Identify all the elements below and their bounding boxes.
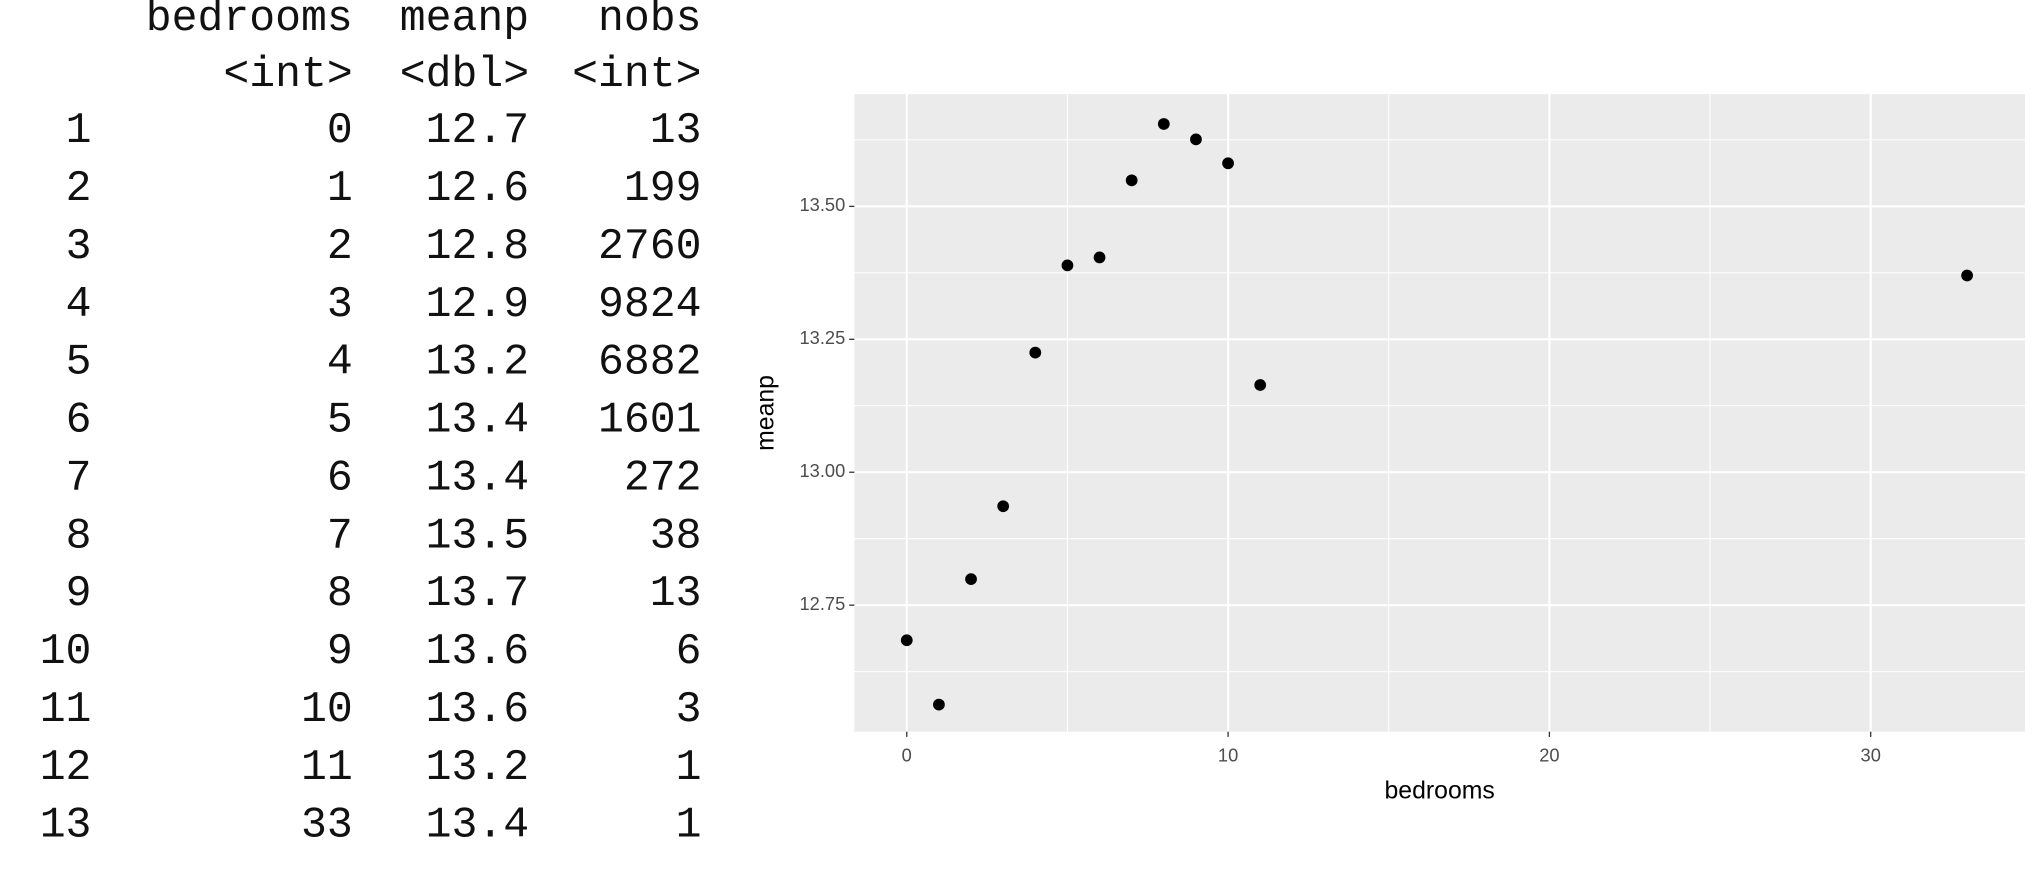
table-cell: 2760 xyxy=(598,222,701,271)
table-cell: 13.4 xyxy=(426,453,529,502)
y-tick-label: 13.00 xyxy=(800,460,846,481)
table-cell: 12.7 xyxy=(426,106,529,155)
table-cell: 12.6 xyxy=(426,164,529,213)
point xyxy=(1093,251,1106,264)
x-tick-label: 20 xyxy=(1539,744,1559,765)
table-cell: 13.4 xyxy=(426,396,529,445)
table-cell: 199 xyxy=(624,164,702,213)
row-number: 8 xyxy=(66,511,92,560)
table-cell: 13 xyxy=(650,106,702,155)
table-cell: 10 xyxy=(301,685,353,734)
x-tick-label: 30 xyxy=(1861,744,1881,765)
table-cell: 13.6 xyxy=(426,627,529,676)
table-cell: 13.2 xyxy=(426,338,529,387)
row-number: 9 xyxy=(66,569,92,618)
table-cell: 33 xyxy=(301,801,353,850)
table-cell: 6 xyxy=(327,453,353,502)
y-tick-label: 12.75 xyxy=(800,593,846,614)
table-cell: 7 xyxy=(327,511,353,560)
table-cell: 9824 xyxy=(598,280,701,329)
table-cell: 0 xyxy=(327,106,353,155)
table-cell: 13.4 xyxy=(426,801,529,850)
point xyxy=(1254,379,1267,391)
row-number: 2 xyxy=(66,164,92,213)
x-tick-label: 10 xyxy=(1218,744,1238,765)
row-number: 4 xyxy=(66,280,92,329)
table-cell: 11 xyxy=(301,743,353,792)
table-cell: 6 xyxy=(676,627,702,676)
point xyxy=(1125,174,1138,187)
row-number: 3 xyxy=(66,222,92,271)
table-cell: 13.5 xyxy=(426,511,529,560)
row-number: 7 xyxy=(66,453,92,502)
table-cell: 38 xyxy=(650,511,702,560)
point xyxy=(933,698,945,711)
column-type: <int> xyxy=(223,50,352,99)
row-number: 1 xyxy=(66,106,92,155)
column-header: nobs xyxy=(598,0,701,43)
point xyxy=(965,573,977,585)
table-cell: 3 xyxy=(676,685,702,734)
table-cell: 12.8 xyxy=(426,222,529,271)
column-type: <int> xyxy=(572,50,701,99)
column-header: meanp xyxy=(400,0,529,43)
x-axis-title: bedrooms xyxy=(1384,777,1494,804)
point xyxy=(997,500,1010,513)
table-cell: 4 xyxy=(327,338,353,387)
x-tick-label: 0 xyxy=(902,744,912,765)
row-number: 11 xyxy=(40,685,92,734)
table-cell: 13.2 xyxy=(426,743,529,792)
table-cell: 13 xyxy=(650,569,702,618)
table-cell: 13.7 xyxy=(426,569,529,618)
table-cell: 8 xyxy=(327,569,353,618)
plot-panel xyxy=(854,94,2025,732)
row-number: 6 xyxy=(66,396,92,445)
table-cell: 13.6 xyxy=(426,685,529,734)
point xyxy=(900,634,913,647)
table-cell: 272 xyxy=(624,453,702,502)
row-number: 13 xyxy=(40,801,92,850)
row-number: 5 xyxy=(66,338,92,387)
table-cell: 6882 xyxy=(598,338,701,387)
y-tick-label: 13.50 xyxy=(800,194,846,215)
point xyxy=(1029,346,1042,359)
table-cell: 1601 xyxy=(598,396,701,445)
point xyxy=(1961,269,1973,282)
point xyxy=(1190,133,1202,146)
table-cell: 1 xyxy=(327,164,353,213)
point xyxy=(1157,118,1170,130)
table-cell: 5 xyxy=(327,396,353,445)
table-cell: 1 xyxy=(676,743,702,792)
column-type: <dbl> xyxy=(400,50,529,99)
y-tick-label: 13.25 xyxy=(800,327,846,348)
column-header: bedrooms xyxy=(146,0,353,43)
table-cell: 9 xyxy=(327,627,353,676)
point xyxy=(1222,157,1234,170)
point xyxy=(1061,259,1074,272)
table-cell: 3 xyxy=(327,280,353,329)
table-cell: 2 xyxy=(327,222,353,271)
row-number: 12 xyxy=(40,743,92,792)
y-axis-title: meanp xyxy=(752,375,779,451)
table-cell: 12.9 xyxy=(426,280,529,329)
row-number: 10 xyxy=(40,627,92,676)
table-cell: 1 xyxy=(676,801,702,850)
